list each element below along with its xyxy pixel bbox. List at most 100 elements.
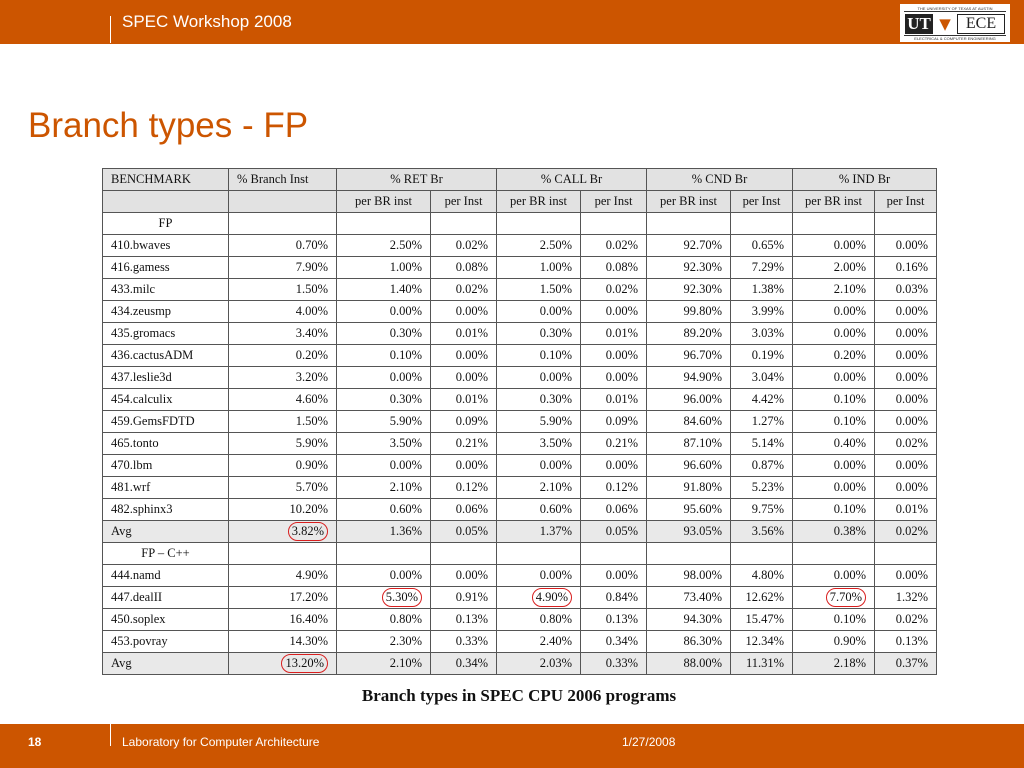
value-cell: 0.00%	[496, 300, 582, 323]
value-cell: 0.00%	[429, 366, 498, 389]
value-cell: 0.80%	[336, 608, 431, 631]
value-cell: 96.60%	[646, 454, 732, 477]
benchmark-header: BENCHMARK	[102, 168, 229, 191]
value-cell: 1.50%	[228, 410, 337, 433]
logo-ut-text: UT	[905, 14, 933, 34]
table-caption: Branch types in SPEC CPU 2006 programs	[361, 686, 677, 705]
value-cell: 91.80%	[646, 476, 732, 499]
value-cell: 0.05%	[429, 520, 498, 543]
highlighted-value: 7.70%	[825, 588, 867, 607]
value-cell: 0.01%	[429, 388, 498, 411]
benchmark-name-cell: 482.sphinx3	[102, 498, 229, 521]
table-row: 470.lbm 0.90% 0.00% 0.00% 0.00% 0.00% 96.60% 0.…	[102, 454, 938, 477]
value-cell: 0.12%	[429, 476, 498, 499]
subheader-empty-cell	[102, 190, 229, 213]
value-cell: 0.30%	[336, 388, 431, 411]
value-cell: 0.20%	[228, 344, 337, 367]
benchmark-name-cell: 433.milc	[102, 278, 229, 301]
table-row: 436.cactusADM 0.20% 0.10% 0.00% 0.10% 0.00% 96…	[102, 344, 938, 367]
table-subheader-row: per BR inst per Inst per BR inst per Ins…	[102, 190, 938, 213]
value-cell: 0.02%	[874, 432, 938, 455]
value-cell: 0.13%	[874, 630, 938, 653]
value-cell: 0.40%	[792, 432, 876, 455]
benchmark-name-cell: 453.povray	[102, 630, 229, 653]
subheader-cell: per Inst	[730, 190, 794, 213]
section-label: FP	[102, 212, 229, 235]
value-cell: 0.90%	[228, 454, 337, 477]
value-cell: 2.50%	[496, 234, 582, 257]
value-cell: 96.70%	[646, 344, 732, 367]
value-cell: 4.60%	[228, 388, 337, 411]
value-cell: 0.21%	[429, 432, 498, 455]
value-cell: 17.20%	[228, 586, 337, 609]
benchmark-name-cell: 410.bwaves	[102, 234, 229, 257]
ut-ece-logo: THE UNIVERSITY OF TEXAS AT AUSTIN UT ▼ E…	[900, 4, 1010, 42]
value-cell: 0.30%	[496, 322, 582, 345]
subheader-cell: per BR inst	[646, 190, 732, 213]
logo-ece-text: ECE	[957, 14, 1005, 34]
value-cell: 5.70%	[228, 476, 337, 499]
highlighted-value: 5.30%	[381, 588, 422, 607]
value-cell: 0.06%	[429, 498, 498, 521]
value-cell: 2.18%	[792, 652, 876, 675]
value-cell: 0.00%	[429, 454, 498, 477]
benchmark-name-cell: 454.calculix	[102, 388, 229, 411]
value-cell: 0.70%	[228, 234, 337, 257]
value-cell: 0.09%	[580, 410, 648, 433]
value-cell: 7.90%	[228, 256, 337, 279]
value-cell: 0.13%	[580, 608, 648, 631]
value-cell: 2.03%	[496, 652, 582, 675]
benchmark-name-cell: 481.wrf	[102, 476, 229, 499]
empty-cell	[792, 212, 876, 235]
value-cell: 2.10%	[792, 278, 876, 301]
value-cell: 1.00%	[336, 256, 431, 279]
value-cell: 0.00%	[874, 366, 938, 389]
value-cell: 0.00%	[496, 454, 582, 477]
value-cell: 0.08%	[580, 256, 648, 279]
value-cell: 4.00%	[228, 300, 337, 323]
value-cell: 3.56%	[730, 520, 794, 543]
empty-cell	[228, 542, 337, 565]
value-cell: 1.32%	[874, 586, 938, 609]
value-cell: 12.62%	[730, 586, 794, 609]
value-cell: 5.90%	[228, 432, 337, 455]
footer-lab-name: Laboratory for Computer Architecture	[122, 735, 320, 749]
call-br-header: % CALL Br	[496, 168, 648, 191]
value-cell: 5.90%	[496, 410, 582, 433]
value-cell: 0.10%	[496, 344, 582, 367]
highlighted-value: 13.20%	[281, 654, 328, 673]
benchmark-name-cell: 437.leslie3d	[102, 366, 229, 389]
table-row: 410.bwaves 0.70% 2.50% 0.02% 2.50% 0.02% 92.70…	[102, 234, 938, 257]
average-row: Avg 3.82% 1.36% 0.05% 1.37% 0.05% 93.05% 3.56% 0…	[102, 520, 938, 543]
value-cell: 88.00%	[646, 652, 732, 675]
value-cell: 0.02%	[580, 234, 648, 257]
value-cell: 3.50%	[496, 432, 582, 455]
value-cell: 0.30%	[336, 322, 431, 345]
value-cell: 5.30%	[336, 586, 431, 609]
table-row: 416.gamess 7.90% 1.00% 0.08% 1.00% 0.08% 92.30…	[102, 256, 938, 279]
logo-department-text: ELECTRICAL & COMPUTER ENGINEERING	[904, 35, 1006, 41]
value-cell: 0.10%	[792, 410, 876, 433]
value-cell: 0.00%	[580, 344, 648, 367]
value-cell: 1.37%	[496, 520, 582, 543]
value-cell: 0.37%	[874, 652, 938, 675]
value-cell: 0.16%	[874, 256, 938, 279]
value-cell: 3.50%	[336, 432, 431, 455]
table-row: 482.sphinx3 10.20% 0.60% 0.06% 0.60% 0.06% 95.…	[102, 498, 938, 521]
table-row: 435.gromacs 3.40% 0.30% 0.01% 0.30% 0.01% 89.2…	[102, 322, 938, 345]
value-cell: 0.00%	[496, 366, 582, 389]
value-cell: 1.50%	[228, 278, 337, 301]
value-cell: 2.00%	[792, 256, 876, 279]
subheader-cell: per BR inst	[496, 190, 582, 213]
value-cell: 0.80%	[496, 608, 582, 631]
value-cell: 3.99%	[730, 300, 794, 323]
benchmark-name-cell: 450.soplex	[102, 608, 229, 631]
value-cell: 0.00%	[792, 322, 876, 345]
value-cell: 0.00%	[429, 564, 498, 587]
value-cell: 0.10%	[792, 608, 876, 631]
highlighted-value: 4.90%	[531, 588, 573, 607]
value-cell: 94.90%	[646, 366, 732, 389]
ind-br-header: % IND Br	[792, 168, 938, 191]
branch-inst-header: % Branch Inst	[228, 168, 337, 191]
value-cell: 87.10%	[646, 432, 732, 455]
